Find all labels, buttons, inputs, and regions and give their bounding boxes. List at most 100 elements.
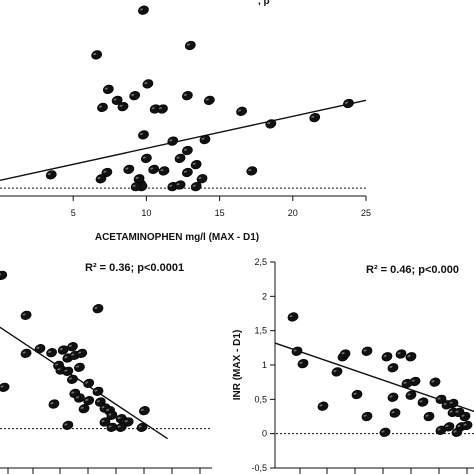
- data-point: [83, 378, 95, 388]
- data-point-highlight: [138, 425, 142, 428]
- data-point-highlight: [381, 430, 385, 433]
- data-point: [291, 346, 303, 356]
- data-point: [361, 346, 373, 356]
- data-point: [184, 40, 196, 51]
- data-point: [48, 399, 60, 409]
- data-point-highlight: [169, 139, 173, 142]
- data-point: [190, 181, 202, 192]
- data-point: [92, 386, 104, 396]
- data-point: [236, 106, 247, 116]
- data-point-highlight: [463, 423, 467, 426]
- data-point-highlight: [140, 408, 144, 411]
- data-point: [181, 167, 193, 178]
- data-point-highlight: [419, 400, 423, 403]
- data-point-highlight: [50, 402, 54, 405]
- data-point: [351, 389, 363, 400]
- top-x-tick-marks: [72, 196, 367, 201]
- data-point-highlight: [0, 385, 4, 388]
- top-data-points: [45, 5, 354, 192]
- data-point-highlight: [403, 381, 407, 384]
- data-point: [405, 352, 417, 362]
- data-point: [142, 79, 154, 89]
- data-point: [46, 348, 57, 358]
- data-point: [443, 422, 455, 432]
- data-point-highlight: [94, 389, 98, 392]
- bottom-right-y-tick-marks: [270, 261, 275, 469]
- data-point-highlight: [75, 365, 79, 368]
- data-point: [115, 422, 127, 432]
- data-point: [203, 95, 215, 105]
- data-point: [265, 119, 277, 129]
- x-tick-label: 5: [71, 208, 76, 218]
- data-point-highlight: [453, 430, 457, 433]
- data-point: [20, 310, 32, 320]
- data-point-highlight: [139, 133, 144, 136]
- data-point: [461, 420, 473, 431]
- bottom-right-stat-annotation: R² = 0.46; p<0.000: [366, 264, 459, 276]
- data-point-highlight: [455, 410, 459, 413]
- data-point-highlight: [311, 115, 315, 118]
- data-point-highlight: [64, 356, 68, 359]
- data-point-highlight: [192, 162, 196, 165]
- data-point-highlight: [411, 379, 415, 382]
- data-point: [123, 164, 135, 174]
- data-point-highlight: [142, 156, 146, 159]
- data-point: [459, 411, 471, 422]
- data-point: [387, 363, 399, 373]
- data-point: [130, 181, 142, 192]
- data-point-highlight: [397, 352, 401, 355]
- data-point: [246, 166, 258, 176]
- data-point-highlight: [108, 425, 112, 428]
- data-point-highlight: [131, 93, 135, 96]
- data-point-highlight: [183, 170, 187, 173]
- data-point-highlight: [425, 414, 429, 417]
- data-point-highlight: [391, 411, 395, 414]
- y-tick-label: -0,5: [251, 463, 267, 473]
- data-point: [317, 401, 329, 411]
- data-point-highlight: [117, 416, 121, 419]
- data-point: [99, 417, 111, 427]
- data-point: [148, 164, 160, 174]
- data-point: [106, 410, 118, 420]
- data-point-highlight: [47, 173, 51, 176]
- top-title-fragment: , p: [258, 0, 270, 7]
- data-point: [95, 174, 107, 184]
- data-point-highlight: [238, 109, 242, 112]
- data-point: [379, 427, 391, 437]
- data-point: [309, 112, 321, 123]
- data-point: [451, 427, 463, 437]
- bottom-left-regression-line: [0, 326, 168, 440]
- data-point: [181, 145, 193, 156]
- data-point: [83, 396, 95, 406]
- data-point: [74, 393, 85, 403]
- data-point-highlight: [389, 395, 393, 398]
- data-point: [74, 362, 85, 372]
- data-point: [401, 378, 413, 389]
- data-point: [287, 312, 299, 322]
- y-tick-label: 1,5: [254, 326, 267, 336]
- data-point: [117, 101, 129, 112]
- data-point-highlight: [319, 404, 323, 407]
- data-point-highlight: [78, 351, 82, 354]
- bottom-left-x-tick-marks: [7, 468, 201, 474]
- data-point: [331, 367, 343, 377]
- data-point: [343, 98, 354, 109]
- data-point-highlight: [71, 353, 75, 356]
- data-point: [138, 5, 149, 15]
- top-regression-line: [0, 99, 367, 182]
- data-point: [138, 130, 149, 140]
- data-point: [417, 397, 429, 407]
- data-point-highlight: [71, 391, 75, 394]
- y-tick-label: 0: [262, 429, 267, 439]
- data-point-highlight: [445, 425, 449, 428]
- data-point-highlight: [169, 184, 173, 187]
- data-point-highlight: [22, 313, 26, 316]
- data-point-highlight: [353, 392, 357, 395]
- data-point-highlight: [57, 368, 61, 371]
- data-point-highlight: [59, 348, 63, 351]
- data-point-highlight: [64, 423, 68, 426]
- data-point-highlight: [333, 370, 337, 373]
- data-point: [387, 392, 399, 402]
- data-point-highlight: [113, 98, 117, 101]
- data-point: [67, 342, 78, 352]
